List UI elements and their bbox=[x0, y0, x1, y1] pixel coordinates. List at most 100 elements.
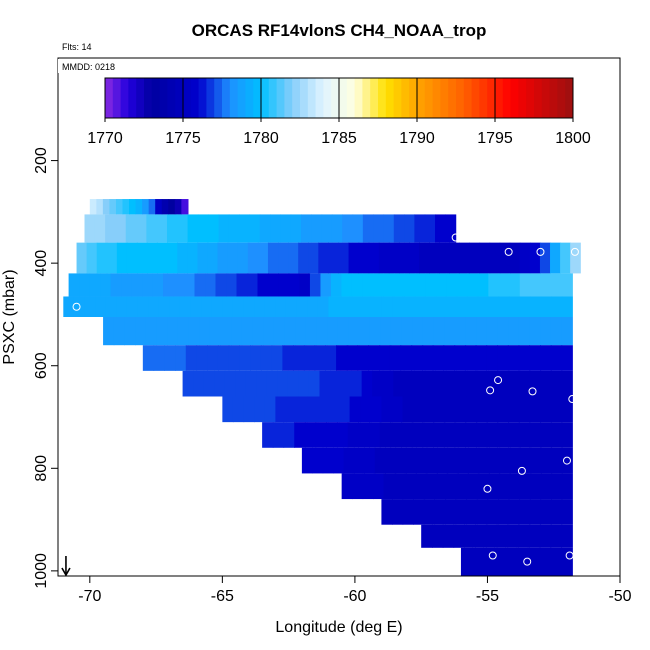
flight-point bbox=[494, 376, 503, 385]
heatmap-cell bbox=[181, 199, 189, 215]
colorbar-swatch bbox=[284, 78, 293, 118]
heatmap-cell bbox=[124, 317, 136, 346]
heatmap-cell bbox=[314, 345, 326, 371]
heatmap-cell bbox=[550, 345, 563, 371]
heatmap-cell bbox=[295, 317, 307, 346]
colorbar-swatch bbox=[448, 78, 457, 118]
flight-point bbox=[451, 233, 460, 242]
heatmap-cell bbox=[529, 524, 541, 548]
heatmap-cell bbox=[148, 296, 160, 317]
heatmap-cell bbox=[507, 524, 519, 548]
heatmap-cell bbox=[218, 214, 230, 243]
heatmap-cell bbox=[96, 199, 104, 215]
heatmap-cell bbox=[126, 242, 138, 274]
heatmap-cell bbox=[330, 370, 342, 397]
heatmap-cell bbox=[231, 317, 243, 346]
heatmap-cell bbox=[214, 370, 226, 397]
colorbar-swatch bbox=[331, 78, 340, 118]
heatmap-cell bbox=[508, 317, 520, 346]
colorbar-swatch bbox=[362, 78, 371, 118]
heatmap-cell bbox=[226, 273, 238, 297]
heatmap-cell bbox=[443, 422, 456, 448]
heatmap-cell bbox=[443, 345, 455, 371]
colorbar-tick-label: 1800 bbox=[555, 130, 591, 147]
heatmap-cell bbox=[456, 273, 468, 297]
heatmap-cell bbox=[86, 242, 98, 274]
heatmap-cell bbox=[369, 317, 381, 346]
flight-point bbox=[517, 466, 526, 475]
heatmap-cell bbox=[476, 296, 489, 317]
heatmap-cell bbox=[509, 242, 521, 274]
heatmap-cell bbox=[519, 242, 531, 274]
heatmap-cell bbox=[561, 317, 573, 346]
heatmap-cell bbox=[267, 242, 279, 274]
heatmap-cell bbox=[129, 199, 137, 215]
heatmap-cell bbox=[414, 273, 426, 297]
heatmap-cell bbox=[529, 499, 542, 525]
heatmap-cell bbox=[540, 499, 552, 525]
heatmap-cell bbox=[280, 214, 292, 243]
heatmap-cell bbox=[360, 396, 372, 423]
colorbar: 1770 1775 1780 1785 1790 1795 1800 bbox=[87, 77, 591, 147]
heatmap-cell bbox=[327, 317, 339, 346]
heatmap-cell bbox=[477, 273, 489, 297]
colorbar-swatch bbox=[541, 78, 551, 118]
heatmap-cell bbox=[209, 317, 221, 346]
heatmap-cell bbox=[76, 242, 88, 274]
heatmap-cell bbox=[290, 214, 302, 243]
heatmap-cell bbox=[296, 396, 308, 423]
heatmap-cell bbox=[254, 296, 266, 317]
heatmap-cell bbox=[158, 296, 170, 317]
heatmap-cell bbox=[146, 214, 158, 243]
mmdd-backdrop bbox=[58, 59, 208, 73]
colorbar-swatch bbox=[292, 78, 301, 118]
heatmap-cell bbox=[228, 214, 240, 243]
colorbar-swatch bbox=[456, 78, 465, 118]
heatmap-cell bbox=[488, 273, 500, 297]
heatmap-cell bbox=[487, 296, 499, 317]
heatmap-cell bbox=[288, 242, 299, 274]
heatmap-cell bbox=[282, 345, 294, 371]
flight-point bbox=[72, 302, 81, 311]
heatmap-cell bbox=[217, 345, 230, 371]
heatmap-cell bbox=[155, 199, 163, 215]
heatmap-cell bbox=[115, 199, 124, 215]
heatmap-cell bbox=[570, 242, 581, 274]
heatmap-cell bbox=[368, 345, 380, 371]
heatmap-cell bbox=[358, 242, 370, 274]
heatmap-cell bbox=[487, 396, 499, 423]
heatmap-cell bbox=[411, 422, 424, 448]
heatmap-cell bbox=[509, 473, 521, 500]
heatmap-cell bbox=[217, 242, 229, 274]
heatmap-cell bbox=[489, 447, 501, 474]
heatmap-cell bbox=[455, 499, 467, 525]
heatmap-cell bbox=[530, 473, 542, 500]
colorbar-swatch bbox=[440, 78, 449, 118]
heatmap-cell bbox=[317, 296, 329, 317]
heatmap-cell bbox=[424, 370, 436, 397]
heatmap-cell bbox=[299, 273, 311, 297]
heatmap-cell bbox=[95, 296, 107, 317]
heatmap-cell bbox=[509, 273, 521, 297]
heatmap-cell bbox=[339, 396, 351, 423]
heatmap-cell bbox=[351, 273, 364, 297]
heatmap-cell bbox=[412, 317, 424, 346]
y-tick-label: 600 bbox=[33, 352, 50, 379]
heatmap-cell bbox=[455, 396, 467, 423]
heatmap-cell bbox=[476, 396, 489, 423]
heatmap-cell bbox=[415, 473, 427, 500]
heatmap-cell bbox=[413, 396, 425, 423]
heatmap-cell bbox=[494, 547, 507, 576]
heatmap-cell bbox=[389, 345, 402, 371]
heatmap-cell bbox=[437, 447, 449, 474]
flight-point bbox=[523, 557, 532, 566]
heatmap-cell bbox=[273, 317, 285, 346]
colorbar-swatch bbox=[549, 78, 558, 118]
heatmap-cell bbox=[516, 547, 529, 576]
heatmap-cell bbox=[179, 296, 192, 317]
heatmap-cell bbox=[551, 396, 563, 423]
heatmap-cell bbox=[403, 370, 415, 397]
colorbar-swatch bbox=[323, 78, 332, 118]
heatmap-cell bbox=[426, 447, 438, 474]
colorbar-swatch bbox=[378, 78, 387, 118]
